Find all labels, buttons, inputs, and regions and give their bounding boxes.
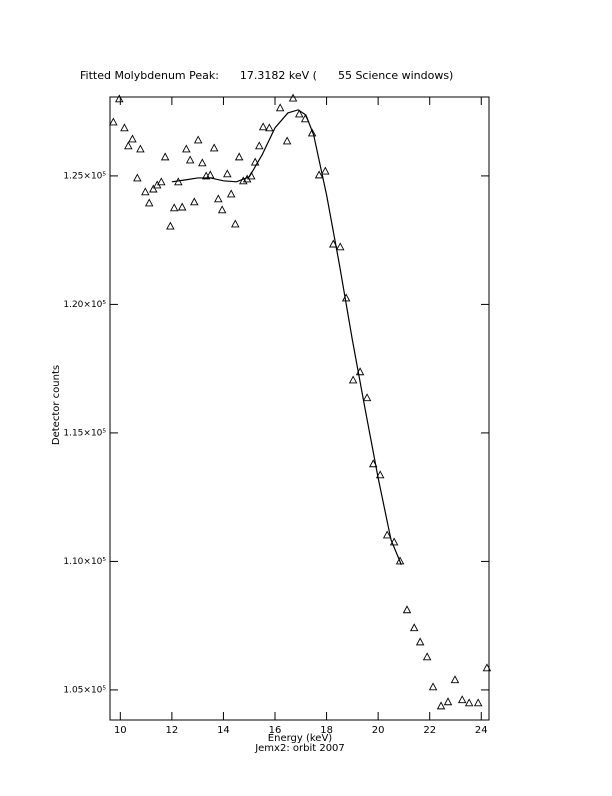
data-point bbox=[198, 158, 207, 167]
data-point bbox=[239, 176, 248, 185]
data-point bbox=[375, 470, 385, 479]
data-point bbox=[436, 701, 446, 710]
data-point bbox=[382, 530, 392, 539]
x-tick-label: 22 bbox=[423, 725, 436, 736]
data-point bbox=[193, 135, 203, 144]
data-point bbox=[133, 173, 142, 182]
data-point bbox=[128, 134, 137, 143]
x-axis-label: Energy (keV) bbox=[268, 733, 333, 744]
data-point bbox=[282, 136, 292, 145]
data-point bbox=[395, 556, 405, 565]
data-point bbox=[149, 184, 158, 193]
data-point bbox=[124, 141, 133, 150]
data-point bbox=[294, 109, 304, 118]
data-point bbox=[185, 155, 195, 164]
subtitle: Jemx2: orbit 2007 bbox=[254, 743, 345, 754]
data-point bbox=[258, 122, 268, 131]
fit-line bbox=[171, 109, 402, 565]
y-tick-label: 1.20×10⁵ bbox=[63, 300, 106, 310]
data-point bbox=[422, 652, 432, 661]
data-point bbox=[160, 152, 170, 161]
data-point bbox=[428, 682, 438, 691]
data-point bbox=[223, 169, 232, 178]
data-point bbox=[169, 203, 179, 212]
data-point bbox=[457, 695, 467, 704]
data-point bbox=[288, 93, 298, 102]
data-point bbox=[443, 697, 453, 706]
data-point bbox=[265, 123, 274, 132]
data-point bbox=[255, 141, 264, 150]
data-point bbox=[482, 663, 492, 672]
data-point bbox=[177, 202, 187, 211]
data-point bbox=[335, 242, 345, 251]
y-axis-label: Detector counts bbox=[51, 365, 62, 445]
chart-title: Fitted Molybdenum Peak: 17.3182 keV ( 55… bbox=[80, 69, 453, 82]
data-point bbox=[120, 123, 129, 132]
x-tick-label: 14 bbox=[217, 725, 230, 736]
data-point bbox=[234, 152, 244, 161]
data-point bbox=[226, 189, 236, 198]
data-point bbox=[136, 144, 145, 153]
data-point bbox=[275, 103, 285, 112]
x-tick-label: 24 bbox=[475, 725, 488, 736]
data-point bbox=[109, 117, 118, 126]
x-tick-label: 12 bbox=[166, 725, 179, 736]
x-tick-label: 18 bbox=[320, 725, 333, 736]
data-point bbox=[182, 144, 191, 153]
data-point bbox=[217, 205, 227, 214]
data-point bbox=[144, 198, 154, 207]
y-tick-label: 1.15×10⁵ bbox=[63, 428, 106, 438]
data-point bbox=[115, 94, 124, 103]
data-point bbox=[307, 128, 317, 137]
y-tick-label: 1.10×10⁵ bbox=[63, 557, 106, 567]
data-point bbox=[473, 698, 483, 707]
data-point bbox=[409, 623, 419, 632]
data-point bbox=[250, 157, 260, 166]
data-point bbox=[402, 605, 412, 614]
data-point bbox=[166, 221, 175, 230]
x-tick-label: 10 bbox=[114, 725, 127, 736]
x-tick-label: 20 bbox=[372, 725, 385, 736]
data-point bbox=[141, 187, 150, 196]
y-tick-label: 1.25×10⁵ bbox=[63, 171, 106, 181]
data-point bbox=[464, 698, 474, 707]
data-point bbox=[415, 637, 425, 646]
data-point bbox=[190, 197, 199, 206]
x-tick-label: 16 bbox=[269, 725, 282, 736]
data-point bbox=[214, 194, 223, 203]
data-point bbox=[157, 177, 166, 186]
plot-frame bbox=[109, 96, 490, 721]
data-point bbox=[450, 675, 460, 684]
data-point bbox=[231, 219, 240, 228]
data-point bbox=[362, 393, 372, 402]
data-point bbox=[209, 143, 219, 152]
y-tick-label: 1.05×10⁵ bbox=[63, 685, 106, 695]
data-point bbox=[348, 375, 358, 384]
data-point bbox=[321, 166, 330, 175]
data-point bbox=[314, 170, 324, 179]
